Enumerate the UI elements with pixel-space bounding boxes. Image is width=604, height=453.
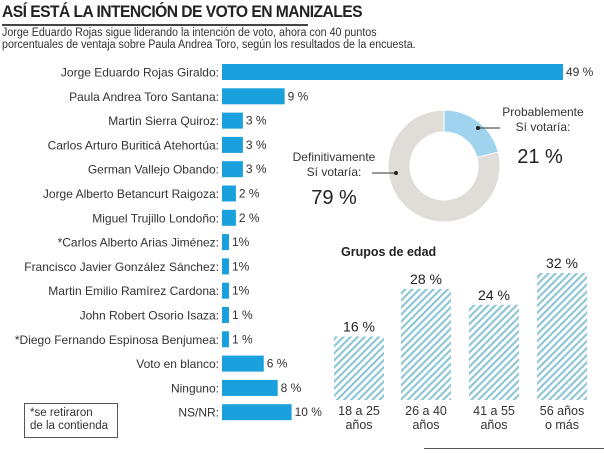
bar-value-label: 3 % (246, 114, 267, 128)
donut-label: Sí votaría: (516, 120, 571, 134)
bar-label: Miguel Trujillo Londoño: (92, 211, 219, 225)
donut-label: Sí votaría: (307, 165, 362, 179)
bar-value-label: 49 % (566, 65, 594, 79)
bar-label: NS/NR: (178, 406, 219, 420)
bar (222, 404, 292, 421)
age-category-label: 56 años (540, 404, 584, 418)
bar-label: Jorge Alberto Betancurt Raigoza: (43, 187, 219, 201)
bar (222, 112, 243, 129)
bar-value-label: 9 % (288, 89, 309, 103)
age-bar (469, 304, 519, 400)
bar-value-label: 1% (232, 235, 250, 249)
bar (222, 64, 563, 80)
bar-value-label: 1 % (232, 308, 253, 322)
bar-value-label: 2 % (239, 187, 260, 201)
age-bar-value-label: 32 % (546, 255, 578, 271)
bar (222, 282, 229, 299)
bar (222, 307, 229, 323)
withdrawn-note: *se retiraron de la contienda (24, 403, 118, 438)
bar-label: Francisco Javier González Sánchez: (24, 260, 219, 274)
donut-slice (387, 109, 501, 223)
bar-label: John Robert Osorio Isaza: (80, 309, 219, 323)
title-underline (2, 24, 308, 26)
bar (222, 185, 236, 202)
bar-value-label: 1% (232, 259, 250, 273)
age-category-label: 18 a 25 (338, 404, 380, 418)
bar (222, 88, 285, 105)
bar (222, 136, 243, 153)
chart-subtitle: Jorge Eduardo Rojas sigue liderando la i… (2, 27, 416, 51)
bar-value-label: 3 % (246, 162, 267, 176)
bar-label: *Carlos Alberto Arias Jiménez: (58, 236, 219, 250)
bar-label: Voto en blanco: (136, 357, 219, 371)
bar-value-label: 1% (232, 284, 250, 298)
bar-label: Martin Emilio Ramírez Cardona: (48, 284, 219, 298)
bar (222, 258, 229, 275)
bar-label: Martin Sierra Quiroz: (108, 114, 219, 128)
bar-value-label: 1 % (232, 332, 253, 346)
donut-value-label: 21 % (517, 146, 563, 168)
bar-label: Ninguno: (171, 381, 219, 395)
subtitle-line-1: Jorge Eduardo Rojas sigue liderando la i… (2, 27, 377, 39)
donut-slice (443, 109, 499, 159)
donut-label: Probablemente (502, 105, 584, 119)
age-bar-value-label: 28 % (410, 271, 442, 287)
bar (222, 209, 236, 226)
bar-value-label: 8 % (281, 381, 302, 395)
bar (222, 234, 229, 251)
bar (222, 355, 264, 372)
age-category-label: años (345, 418, 372, 432)
bar (222, 379, 278, 396)
donut-label: Definitivamente (293, 150, 376, 164)
age-category-label: años (480, 418, 507, 432)
bar-label: German Vallejo Obando: (88, 163, 219, 177)
candidate-bar-chart: Jorge Eduardo Rojas Giraldo: 49 % Paula An… (15, 64, 594, 421)
age-bar (537, 273, 587, 400)
bar-label: Paula Andrea Toro Santana: (69, 90, 219, 104)
age-bar (401, 288, 451, 400)
bar (222, 161, 243, 178)
age-bar (334, 336, 384, 400)
age-chart-title: Grupos de edad (341, 245, 436, 259)
age-category-label: 26 a 40 (405, 404, 447, 418)
age-bar-value-label: 16 % (343, 319, 375, 335)
age-bar-value-label: 24 % (478, 287, 510, 303)
note-line-2: de la contienda (30, 420, 109, 432)
leader-dot (394, 171, 398, 175)
note-line-1: *se retiraron (30, 407, 93, 419)
bar-label: Jorge Eduardo Rojas Giraldo: (61, 66, 219, 80)
bar-value-label: 6 % (267, 357, 288, 371)
bar-label: *Diego Fernando Espinosa Benjumea: (15, 333, 219, 347)
bar-value-label: 10 % (295, 405, 323, 419)
subtitle-line-2: porcentuales de ventaja sobre Paula Andr… (2, 39, 416, 51)
source-rule (424, 448, 604, 449)
leader-dot (476, 126, 480, 130)
age-category-label: o más (545, 418, 579, 432)
bar-value-label: 2 % (239, 211, 260, 225)
age-category-label: 41 a 55 (473, 404, 515, 418)
bar-value-label: 3 % (246, 138, 267, 152)
bar (222, 331, 229, 348)
bar-label: Carlos Arturo Buriticá Atehortúa: (48, 138, 219, 152)
donut-value-label: 79 % (311, 187, 357, 209)
chart-title: ASÍ ESTÁ LA INTENCIÓN DE VOTO EN MANIZAL… (2, 2, 363, 21)
age-category-label: años (412, 418, 439, 432)
